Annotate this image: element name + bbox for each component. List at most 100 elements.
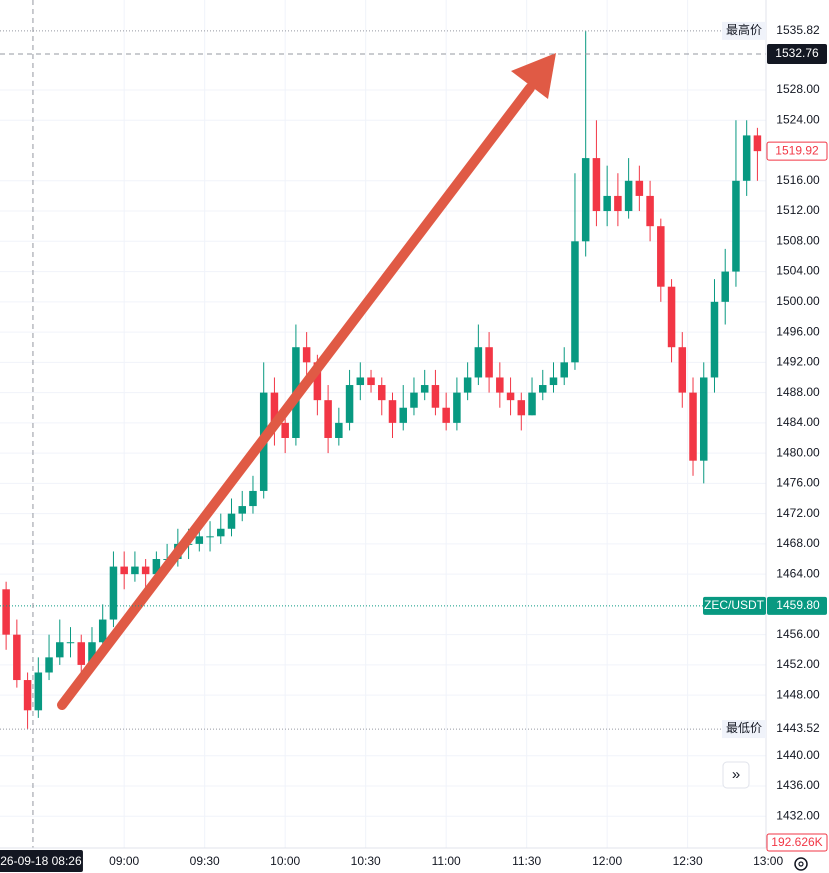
scroll-button-bg[interactable]: [722, 761, 750, 789]
candle-body: [742, 135, 751, 181]
candle-body: [420, 385, 429, 393]
candle-body: [560, 362, 568, 378]
candle-body: [571, 241, 579, 363]
last-price: 1519.92: [775, 143, 819, 157]
candle-body: [474, 347, 483, 378]
candle-body: [699, 377, 708, 461]
candle-body: [313, 362, 322, 401]
low-tag: [722, 720, 766, 739]
crosshair-price: 1532.76: [775, 46, 819, 60]
x-tick-label: 11:00: [432, 854, 461, 868]
trend-arrow: [57, 53, 556, 710]
candle-body: [378, 385, 386, 401]
candle-body: [592, 158, 601, 212]
y-tick-label: 1440.00: [776, 748, 820, 762]
candle-body: [410, 392, 418, 408]
y-tick-label: 1468.00: [776, 536, 820, 550]
last-price-tag: [766, 141, 828, 161]
x-tick-label: 11:30: [512, 854, 541, 868]
x-tick-label: 13:00: [753, 854, 783, 868]
candle-body: [496, 377, 504, 393]
candle-body: [431, 385, 440, 408]
y-tick-label: 1504.00: [776, 264, 820, 278]
candle-body: [657, 226, 665, 287]
y-tick-label: 1432.00: [776, 808, 820, 822]
candle-body: [217, 528, 225, 537]
candle-body: [56, 642, 64, 658]
candle-body: [195, 536, 204, 544]
scroll-icon[interactable]: »: [732, 766, 740, 783]
crosshair-price-tag: [767, 44, 827, 65]
candle-body: [614, 195, 622, 212]
time-axis: [0, 848, 829, 873]
candle-body: [721, 271, 729, 302]
scroll-button[interactable]: »: [722, 761, 750, 789]
low-label: 最低价: [726, 721, 762, 735]
candle-body: [98, 619, 107, 643]
y-tick-label: 1488.00: [776, 385, 820, 399]
candle-body: [2, 589, 10, 635]
candle-body: [399, 407, 407, 423]
candle-body: [270, 392, 279, 423]
settings-icon[interactable]: [794, 857, 808, 871]
volume-tag: [766, 833, 828, 852]
x-tick-label: 12:30: [673, 854, 703, 868]
y-tick-label: 1476.00: [776, 476, 820, 490]
candle-body: [109, 566, 118, 620]
y-tick-label: 1512.00: [776, 203, 820, 217]
y-tick-label: 1508.00: [776, 233, 820, 247]
x-tick-label: 10:30: [351, 854, 381, 868]
candle-body: [34, 672, 43, 711]
y-tick-label: 1452.00: [776, 657, 820, 671]
candle-body: [453, 392, 461, 423]
candle-body: [152, 559, 161, 575]
y-tick-label: 1436.00: [776, 778, 820, 792]
candle-body: [678, 347, 687, 393]
candle-body: [710, 301, 719, 378]
candle-body: [388, 400, 397, 423]
y-tick-label: 1456.00: [776, 627, 820, 641]
y-tick-label: 1528.00: [776, 82, 820, 96]
candle-body: [646, 195, 654, 227]
y-tick-label: 1480.00: [776, 445, 820, 459]
candle-body: [45, 657, 53, 673]
candle-body: [442, 407, 450, 423]
high-label: 最高价: [726, 22, 762, 37]
candle-body: [603, 195, 611, 212]
candle-body: [506, 392, 515, 401]
candle-body: [120, 566, 128, 575]
settings-icon-core[interactable]: [798, 861, 804, 867]
y-tick-label: 1472.00: [776, 506, 820, 520]
candle-body: [667, 286, 676, 348]
x-tick-label: 12:00: [592, 854, 622, 868]
symbol-value-tag: [767, 596, 827, 615]
candle-body: [88, 642, 96, 665]
crosshair-time-tag: [0, 850, 83, 872]
candle-body: [463, 377, 472, 393]
candle-body: [485, 347, 493, 378]
candle-body: [335, 422, 343, 438]
arrow-head: [511, 53, 556, 99]
arrow-shaft: [57, 83, 535, 710]
x-tick-label: 09:00: [109, 854, 139, 868]
high-value: 1535.82: [776, 23, 820, 37]
candle-body: [13, 634, 21, 681]
symbol-tag: [703, 596, 766, 615]
candle-body: [356, 377, 365, 386]
candle-body: [517, 400, 526, 416]
volume-label: 192.626K: [771, 835, 822, 849]
candle-body: [23, 680, 32, 711]
candle-body: [206, 536, 214, 538]
crosshair-time: 26-09-18 08:26: [0, 854, 82, 868]
candle-body: [753, 135, 762, 152]
high-tag: [722, 21, 766, 40]
candle-body: [281, 422, 289, 438]
candle-body: [302, 347, 311, 363]
settings-button[interactable]: [794, 857, 808, 871]
candle-body: [141, 566, 150, 575]
axes: 1432.00 1436.00 1440.00 1448.00 1452.00 1456.…: [0, 21, 828, 872]
candle-body: [367, 377, 375, 386]
candle-body: [732, 180, 740, 272]
candle-body: [238, 506, 246, 514]
